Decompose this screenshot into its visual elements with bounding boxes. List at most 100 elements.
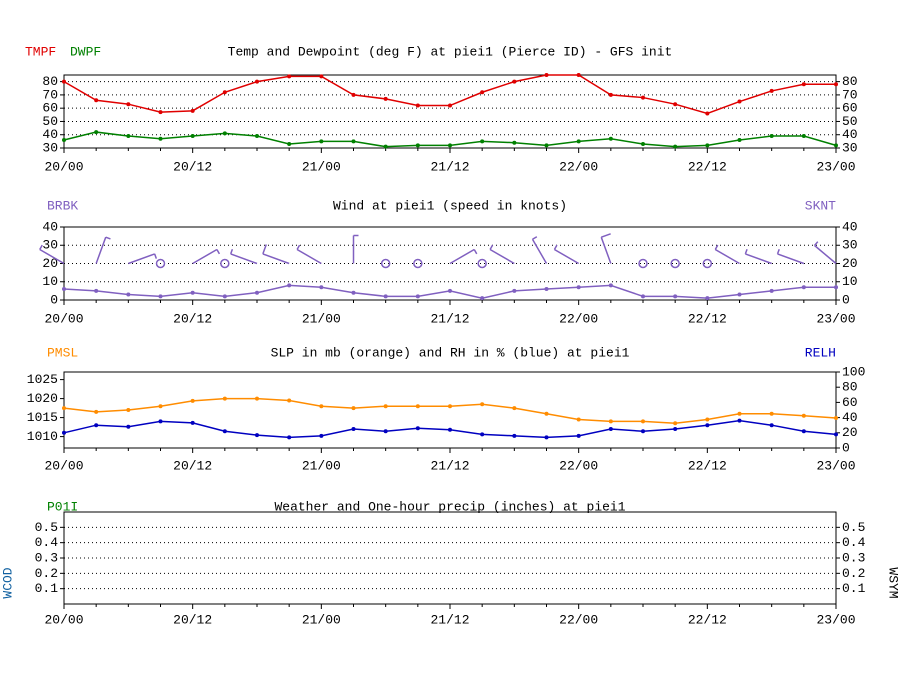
x-tick-label: 20/00 — [44, 612, 83, 627]
x-tick-label: 20/12 — [173, 612, 212, 627]
series-point — [158, 294, 163, 299]
series-point — [415, 426, 420, 431]
wind-barb — [553, 244, 580, 265]
series-point — [255, 433, 259, 438]
series-point — [158, 404, 163, 409]
series-point — [801, 134, 806, 139]
series-point — [415, 404, 420, 409]
series-point — [287, 398, 292, 403]
series-point — [705, 423, 710, 428]
y-tick-label: 0.1 — [35, 581, 59, 596]
series-point — [62, 79, 66, 84]
series-point — [158, 136, 163, 141]
series-point — [319, 74, 324, 79]
series-point — [576, 73, 581, 77]
series-point — [544, 143, 549, 148]
series-point — [512, 288, 517, 293]
series-point — [319, 139, 324, 144]
series-point — [255, 79, 259, 84]
y2-tick-label: 100 — [842, 364, 865, 379]
wind-barb-calm — [670, 258, 680, 269]
y2-tick-label: 80 — [842, 380, 858, 395]
panel-title: SLP in mb (orange) and RH in % (blue) at… — [271, 345, 630, 360]
series-point — [383, 144, 388, 149]
series-point — [255, 396, 259, 401]
barb-label: BRBK — [47, 198, 78, 213]
wind-barb — [449, 248, 478, 265]
series-point — [544, 73, 549, 77]
wind-barb — [352, 234, 359, 264]
series-point — [801, 429, 806, 434]
series-point — [62, 287, 66, 292]
x-tick-label: 23/00 — [816, 612, 855, 627]
series-point — [801, 285, 806, 290]
series-point — [126, 408, 131, 412]
y-tick-label: 20 — [42, 256, 58, 271]
wind-barb — [714, 244, 740, 265]
y2-tick-label: 30 — [842, 238, 858, 253]
series-point — [415, 103, 420, 108]
series-point — [94, 288, 99, 293]
series-point — [737, 99, 742, 104]
series-point — [62, 430, 66, 435]
y2-tick-label: 0 — [842, 440, 850, 455]
series-point — [705, 417, 710, 422]
wind-barb-calm — [413, 258, 423, 269]
wind-barb — [192, 248, 221, 265]
series-point — [126, 102, 131, 107]
series-point — [448, 103, 452, 108]
wind-barb — [489, 244, 515, 265]
panel-title: Wind at piei1 (speed in knots) — [333, 198, 567, 213]
series-point — [383, 294, 388, 299]
wind-barb-calm — [702, 258, 713, 269]
y-tick-label: 0.2 — [35, 566, 58, 581]
wind-barb — [744, 248, 772, 265]
x-tick-label: 21/00 — [302, 458, 341, 473]
series-point — [94, 423, 99, 428]
y-tick-label: 50 — [42, 114, 58, 129]
series-point — [705, 111, 710, 116]
x-tick-label: 23/00 — [816, 311, 855, 326]
series-point — [287, 435, 292, 440]
series-point — [383, 96, 388, 101]
series-point — [641, 294, 645, 299]
series-point — [544, 435, 549, 440]
series-point — [126, 424, 131, 429]
x-tick-label: 22/12 — [688, 612, 727, 627]
series-label: DWPF — [70, 44, 101, 59]
series-point — [222, 294, 227, 299]
wind-barb-calm — [638, 258, 648, 269]
x-tick-label: 20/12 — [173, 458, 212, 473]
series-point — [190, 290, 195, 295]
x-tick-label: 23/00 — [816, 159, 855, 174]
series-point — [673, 102, 678, 107]
y2-tick-label: 0.1 — [842, 581, 866, 596]
y-tick-label: 10 — [42, 274, 58, 289]
series-point — [158, 110, 163, 115]
y-tick-label: 70 — [42, 87, 58, 102]
y2-tick-label: 50 — [842, 114, 858, 129]
side-label: WCOD — [0, 567, 15, 598]
series-point — [351, 139, 356, 144]
x-tick-label: 21/00 — [302, 311, 341, 326]
series-point — [705, 296, 710, 301]
series-point — [158, 419, 163, 424]
series-label: P01I — [47, 499, 78, 514]
y2-tick-label: 40 — [842, 127, 858, 142]
series-point — [415, 294, 420, 299]
series-point — [62, 138, 66, 143]
x-tick-label: 22/12 — [688, 311, 727, 326]
y2-tick-label: 60 — [842, 395, 858, 410]
series-point — [576, 433, 581, 438]
series-label: TMPF — [25, 44, 56, 59]
series-point — [222, 396, 227, 401]
series-point — [834, 82, 838, 87]
series-point — [222, 429, 227, 434]
series-point — [769, 423, 774, 428]
series-point — [448, 404, 452, 409]
y2-tick-label: 70 — [842, 87, 858, 102]
series-point — [190, 134, 195, 139]
x-tick-label: 22/00 — [559, 311, 598, 326]
series-point — [383, 429, 388, 434]
